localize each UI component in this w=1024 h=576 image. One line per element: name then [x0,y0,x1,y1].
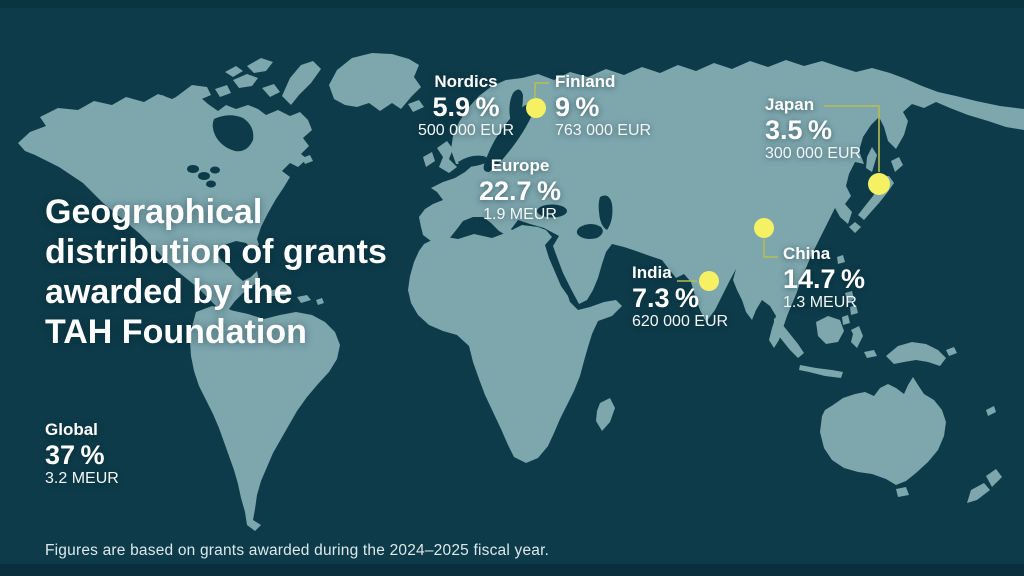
landmass-new-zealand [967,469,1002,503]
title-line-3: awarded by the [45,273,293,311]
region-amount: 300 000 EUR [765,145,862,162]
landmass-caribbean-islands [266,288,324,305]
landmass-pacific-islands [946,347,996,416]
region-label-japan: Japan 3.5 % 300 000 EUR [765,95,861,163]
region-amount: 3.2 MEUR [45,470,119,487]
landmass-iceland [408,100,424,112]
region-percent: 22.7 % [479,176,561,206]
region-label-china: China 14.7 % 1.3 MEUR [783,244,865,312]
region-name: Finland [555,72,616,91]
region-name: India [632,263,672,282]
region-amount: 1.9 MEUR [483,206,557,223]
landmass-taiwan [837,255,845,264]
region-amount: 620 000 EUR [632,313,729,330]
region-amount: 763 000 EUR [555,122,652,139]
landmass-japan [849,157,903,233]
connector-finland [534,82,549,98]
region-label-india: India 7.3 % 620 000 EUR [632,263,728,331]
landmass-madagascar [596,398,615,431]
region-name: Global [45,420,98,439]
bottom-edge-strip [0,564,1024,576]
marker-dot-japan [868,173,890,195]
region-percent: 7.3 % [632,283,699,313]
landmass-eurasia [419,60,1024,348]
title-line-4: TAH Foundation [45,313,307,351]
region-percent: 14.7 % [783,264,865,294]
region-label-global: Global 37 % 3.2 MEUR [45,420,119,488]
baltic-sea-water [483,102,535,172]
great-lakes-water [206,180,216,188]
top-edge-strip [0,0,1024,8]
region-percent: 9 % [555,92,600,122]
skagerrak-water [458,155,488,168]
region-label-nordics: Nordics 5.9 % 500 000 EUR [404,72,528,140]
persian-gulf-water [576,224,603,239]
region-label-finland: Finland 9 % 763 000 EUR [555,72,651,140]
region-amount: 500 000 EUR [417,122,515,139]
landmass-indonesia [774,316,877,378]
region-amount: 1.3 MEUR [783,294,857,311]
landmass-africa [408,225,622,463]
region-percent: 37 % [45,440,105,470]
region-label-europe: Europe 22.7 % 1.9 MEUR [458,156,582,224]
marker-dot-china [754,218,774,238]
landmass-british-isles [423,141,457,173]
great-lakes-water [198,172,210,180]
great-lakes-water [210,166,220,174]
connector-japan [824,105,880,172]
region-name: Nordics [434,72,498,91]
landmass-new-guinea [886,342,946,366]
region-percent: 5.9 % [432,92,500,122]
marker-dot-india [699,271,719,291]
landmass-australia [820,377,946,497]
region-name: China [783,244,831,263]
gulf-of-bothnia-water [509,89,523,126]
landmass-north-america [18,92,313,335]
landmass-sakhalin [866,147,877,172]
page-title: Geographical distribution of grants awar… [45,192,387,352]
marker-dot-finland [526,98,546,118]
black-sea-water [537,204,567,218]
title-line-1: Geographical [45,193,263,231]
region-name: Europe [490,156,550,175]
landmass-south-america [190,306,340,531]
region-percent: 3.5 % [765,115,832,145]
region-name: Japan [765,95,815,114]
landmass-greenland [329,53,421,111]
landmass-arctic-islands [150,58,321,105]
connector-china [763,239,778,258]
great-lakes-water [187,165,199,173]
footnote: Figures are based on grants awarded duri… [45,542,550,559]
hudson-bay-water [212,115,254,152]
landmass-philippines [842,291,858,325]
title-line-2: distribution of grants [45,233,387,271]
caspian-sea-water [598,195,613,230]
